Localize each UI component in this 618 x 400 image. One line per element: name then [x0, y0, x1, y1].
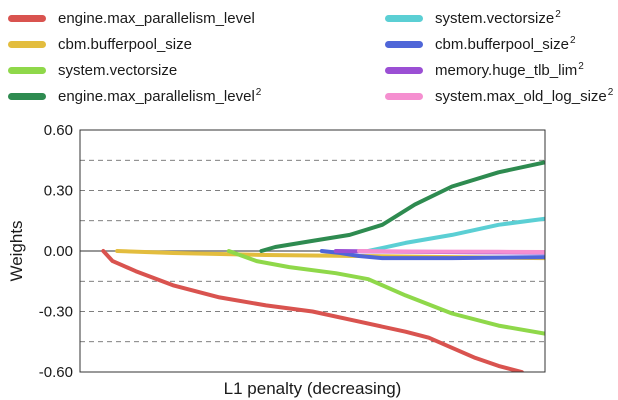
series-line-1 — [101, 249, 524, 372]
y-tick-labels: 0.60 0.30 0.00 -0.30 -0.60 — [39, 122, 73, 381]
legend-label-superscript: 2 — [578, 61, 584, 72]
legend-label: cbm.bufferpool_size — [58, 36, 192, 53]
series-line-3 — [226, 249, 545, 336]
series-lines — [101, 160, 545, 372]
legend-label: engine.max_parallelism_level2 — [58, 87, 261, 105]
legend-label-text: system.max_old_log_size — [435, 88, 607, 105]
legend-label-superscript: 2 — [255, 87, 262, 98]
series-line-5 — [366, 216, 545, 253]
y-tick-label: 0.30 — [44, 183, 73, 200]
legend-label: cbm.bufferpool_size2 — [435, 35, 576, 53]
legend-label-text: memory.huge_tlb_lim — [435, 62, 578, 79]
legend-label-text: system.vectorsize — [58, 61, 178, 79]
legend-label: system.vectorsize — [58, 62, 177, 79]
legend-item-4: engine.max_parallelism_level2 — [8, 85, 261, 107]
legend: engine.max_parallelism_level cbm.bufferpo… — [0, 0, 618, 118]
legend-label-text: engine.max_parallelism_level — [58, 9, 255, 27]
legend-label-text: engine.max_parallelism_level — [58, 88, 255, 105]
legend-swatch — [8, 92, 46, 100]
series-line-8 — [357, 249, 545, 254]
y-tick-label: -0.30 — [39, 304, 73, 321]
legend-swatch — [385, 14, 423, 22]
gridlines — [80, 159, 545, 343]
legend-swatch — [8, 40, 46, 48]
legend-swatch — [385, 66, 423, 74]
legend-label: system.vectorsize2 — [435, 9, 561, 27]
legend-item-3: system.vectorsize — [8, 59, 177, 81]
x-axis-label: L1 penalty (decreasing) — [224, 379, 402, 398]
legend-label-superscript: 2 — [607, 87, 614, 98]
plot-frame — [79, 129, 546, 373]
legend-swatch — [8, 14, 46, 22]
y-axis-label: Weights — [7, 220, 26, 281]
legend-label-text: cbm.bufferpool_size — [435, 36, 569, 53]
legend-label-superscript: 2 — [555, 9, 561, 20]
series-line-4 — [259, 160, 545, 253]
legend-item-8: system.max_old_log_size2 — [385, 85, 613, 107]
legend-swatch — [8, 66, 46, 74]
legend-item-6: cbm.bufferpool_size2 — [385, 33, 576, 55]
y-tick-label: 0.00 — [44, 243, 73, 260]
y-tick-label: -0.60 — [39, 364, 73, 381]
legend-item-1: engine.max_parallelism_level — [8, 7, 255, 29]
chart: 0.60 0.30 0.00 -0.30 -0.60 Weights L1 penalt… — [7, 122, 546, 398]
legend-swatch — [385, 40, 423, 48]
legend-label: system.max_old_log_size2 — [435, 87, 613, 105]
legend-item-7: memory.huge_tlb_lim2 — [385, 59, 584, 81]
y-tick-label: 0.60 — [44, 122, 73, 139]
legend-label-text: system.vectorsize — [435, 10, 555, 27]
legend-label-text: cbm.bufferpool_size — [58, 35, 192, 53]
legend-label: engine.max_parallelism_level — [58, 10, 255, 27]
legend-swatch — [385, 92, 423, 100]
legend-item-5: system.vectorsize2 — [385, 7, 561, 29]
legend-item-2: cbm.bufferpool_size — [8, 33, 192, 55]
legend-label-superscript: 2 — [569, 35, 576, 46]
legend-label: memory.huge_tlb_lim2 — [435, 61, 584, 79]
